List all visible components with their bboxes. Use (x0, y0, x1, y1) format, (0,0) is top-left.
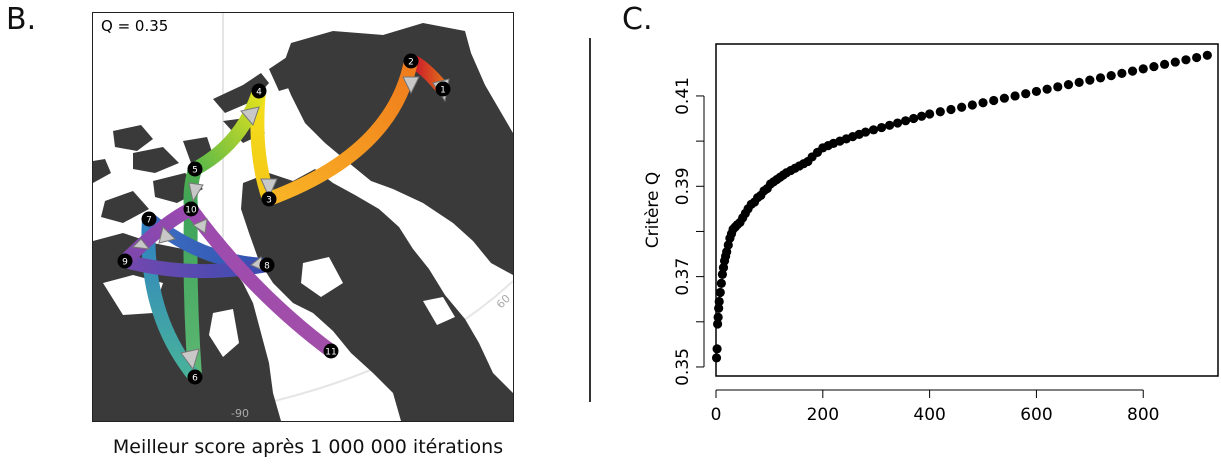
data-point (1127, 66, 1138, 76)
data-point (714, 296, 724, 307)
data-point (1042, 84, 1052, 94)
node-8 (259, 257, 275, 273)
y-axis-label: Critère Q (643, 172, 663, 249)
panel-b-letter: B. (6, 2, 37, 37)
water-inlets (103, 257, 455, 357)
network-map: 60 -90 Q = 0.35 (92, 12, 514, 422)
data-point (1192, 52, 1202, 63)
node-4 (251, 83, 267, 99)
x-tick-label: 400 (913, 405, 945, 425)
node-3 (261, 191, 277, 207)
data-point (1063, 80, 1074, 90)
data-point (1010, 91, 1020, 101)
node-11 (323, 343, 339, 359)
node-label-3: 3 (266, 196, 272, 206)
data-point (957, 102, 967, 112)
node-label-5: 5 (192, 166, 198, 176)
convergence-chart: 0 200 400 600 800 0.35 0.37 0.39 0.41 Critère Q (643, 43, 1219, 425)
panel-separator (589, 38, 591, 402)
data-point (884, 120, 895, 130)
data-point (1021, 89, 1031, 99)
data-point (716, 278, 726, 289)
map-caption: Meilleur score après 1 000 000 itération… (112, 436, 504, 458)
data-point (713, 312, 723, 322)
edge-2-3 (262, 54, 418, 206)
y-tick-label: 0.39 (673, 167, 693, 205)
edge-4-5 (188, 84, 266, 176)
data-point (946, 104, 956, 115)
data-point (1170, 57, 1180, 67)
data-point (868, 125, 879, 135)
node-label-8: 8 (264, 262, 270, 272)
edge-8-9 (118, 254, 274, 279)
data-point (1031, 86, 1042, 97)
node-label-6: 6 (192, 374, 198, 384)
data-point (1117, 68, 1127, 78)
plot-area (715, 43, 1219, 377)
q-score-label: Q = 0.35 (101, 17, 168, 35)
edge-10-11 (184, 202, 338, 358)
x-tick-label: 600 (1020, 405, 1052, 425)
data-point (908, 113, 919, 124)
data-point (715, 287, 725, 298)
network-nodes: 1 2 3 4 5 6 7 8 9 10 11 (117, 53, 451, 385)
x-tick-label: 0 (711, 405, 722, 425)
data-point (900, 116, 911, 126)
node-label-11: 11 (325, 348, 336, 358)
data-point (1159, 59, 1170, 69)
node-label-4: 4 (256, 88, 262, 98)
data-point (925, 109, 935, 119)
panel-c-letter: C. (622, 2, 653, 37)
data-point (713, 319, 723, 329)
x-tick-label: 200 (807, 405, 839, 425)
data-point (717, 269, 728, 279)
y-tick-label: 0.35 (673, 348, 693, 386)
data-point (917, 111, 927, 121)
data-point (860, 127, 871, 137)
node-label-2: 2 (408, 58, 414, 68)
x-tick-label: 800 (1127, 405, 1159, 425)
data-point (1074, 77, 1084, 87)
data-point (892, 118, 903, 128)
data-point (714, 303, 724, 313)
data-point (1053, 82, 1063, 92)
y-axis: 0.35 0.37 0.39 0.41 (673, 77, 705, 386)
landmasses (93, 23, 513, 421)
data-point (711, 353, 722, 363)
data-point (967, 100, 977, 110)
node-label-10: 10 (185, 206, 197, 216)
data-point (1202, 50, 1212, 60)
data-point (1181, 55, 1191, 65)
y-tick-label: 0.41 (673, 77, 693, 115)
node-label-1: 1 (440, 86, 446, 96)
y-tick-label: 0.37 (673, 258, 693, 296)
node-label-7: 7 (146, 216, 152, 226)
map-canvas: 60 -90 Q = 0.35 (93, 13, 513, 421)
data-point (989, 95, 999, 106)
node-label-9: 9 (122, 258, 128, 268)
node-9 (117, 253, 133, 269)
node-6 (187, 369, 203, 385)
graticule-label-minus90: -90 (231, 407, 249, 420)
node-7 (141, 211, 157, 227)
data-point (1095, 73, 1106, 83)
data-point (935, 107, 945, 117)
data-points (711, 50, 1212, 363)
data-point (1085, 75, 1095, 85)
node-1 (435, 81, 451, 97)
x-axis: 0 200 400 600 800 (711, 389, 1159, 425)
data-point (999, 93, 1009, 103)
data-point (712, 344, 722, 354)
node-10 (183, 201, 199, 217)
data-point (1106, 71, 1116, 81)
data-point (1138, 64, 1148, 74)
node-5 (187, 161, 203, 177)
data-point (876, 122, 887, 133)
data-point (978, 98, 988, 108)
data-point (718, 262, 729, 273)
node-2 (403, 53, 419, 69)
data-point (1149, 61, 1159, 72)
